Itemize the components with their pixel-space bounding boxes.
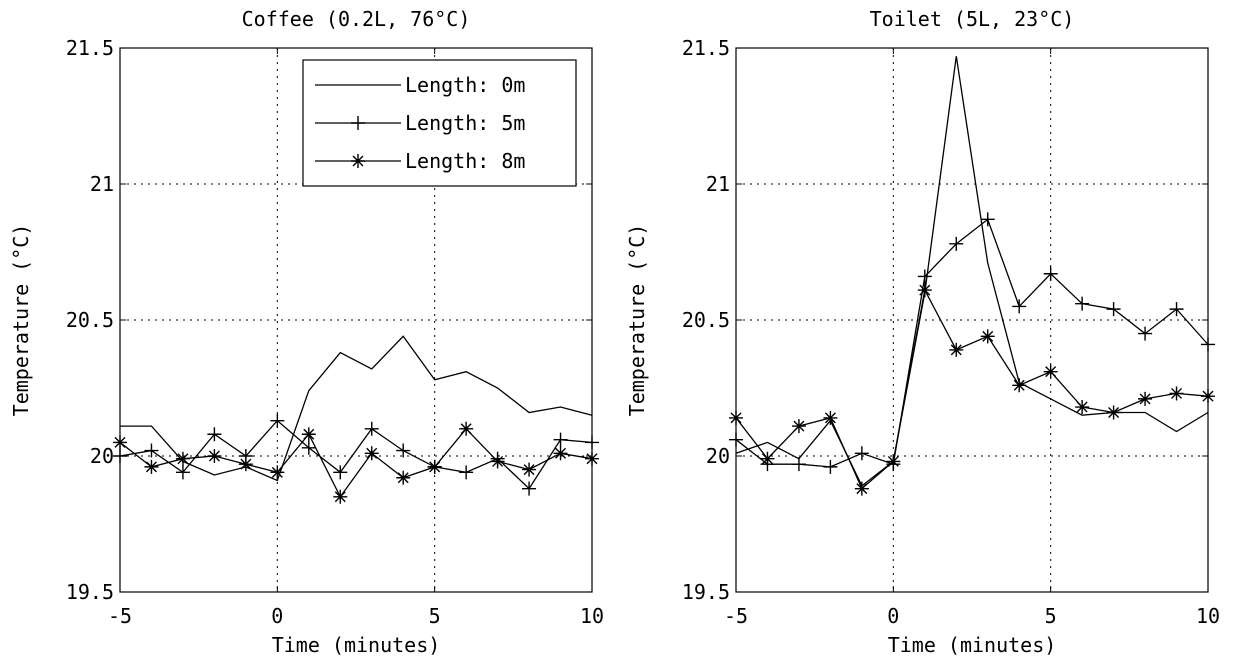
x-axis-label: Time (minutes) xyxy=(272,633,441,657)
x-tick-label: 0 xyxy=(887,604,899,628)
data-point-star xyxy=(270,465,285,480)
y-tick-label: 20.5 xyxy=(682,308,730,332)
legend-marker-plus xyxy=(351,116,365,130)
x-tick-label: 5 xyxy=(429,604,441,628)
x-tick-label: -5 xyxy=(108,604,132,628)
y-tick-labels: 19.5 20 20.5 21 21.5 xyxy=(682,36,1208,604)
y-tick-labels: 19.5 20 20.5 21 21.5 xyxy=(66,36,592,604)
legend-label: Length: 5m xyxy=(405,111,525,135)
data-point-plus xyxy=(522,481,537,496)
data-point-star xyxy=(1106,405,1121,420)
x-axis-label: Time (minutes) xyxy=(888,633,1057,657)
data-point-plus xyxy=(1169,302,1184,317)
series-line-length-8m xyxy=(735,288,1209,490)
data-point-plus xyxy=(175,465,190,480)
y-tick-label: 20 xyxy=(90,444,114,468)
grid-lines xyxy=(736,48,1208,592)
data-point-star xyxy=(459,421,474,436)
series-lines xyxy=(119,335,593,499)
data-point-star xyxy=(791,419,806,434)
data-point-plus xyxy=(459,465,474,480)
data-point-star xyxy=(238,457,253,472)
data-point-plus xyxy=(949,236,964,251)
data-point-star xyxy=(854,481,869,496)
data-point-star xyxy=(490,454,505,469)
y-axis-label: Temperature (°C) xyxy=(625,224,649,417)
chart-title: Coffee (0.2L, 76°C) xyxy=(242,7,471,31)
data-point-plus xyxy=(270,413,285,428)
data-point-star xyxy=(207,449,222,463)
series-line-length-5m xyxy=(119,419,593,490)
data-point-star xyxy=(980,329,995,344)
y-tick-label: 21 xyxy=(90,172,114,196)
data-point-star xyxy=(333,489,348,504)
data-point-star xyxy=(364,446,379,461)
data-point-plus xyxy=(553,432,568,447)
legend-label: Length: 8m xyxy=(405,149,525,173)
y-tick-label: 20.5 xyxy=(66,308,114,332)
data-point-star xyxy=(396,470,411,485)
series-line-length-8m xyxy=(119,427,593,499)
y-tick-label: 21.5 xyxy=(66,36,114,60)
data-point-star xyxy=(175,451,190,466)
data-point-star xyxy=(301,427,316,442)
series-lines xyxy=(735,56,1209,490)
data-point-plus xyxy=(301,440,316,455)
series-markers xyxy=(113,413,599,504)
toilet-panel: Toilet (5L, 23°C) Time (minutes) Tempera… xyxy=(625,7,1220,657)
data-point-plus xyxy=(144,443,159,458)
x-tick-labels: -5 0 5 10 xyxy=(724,48,1220,628)
data-point-star xyxy=(1169,386,1184,401)
x-tick-label: 5 xyxy=(1045,604,1057,628)
y-tick-label: 20 xyxy=(706,444,730,468)
x-tick-label: 10 xyxy=(580,604,604,628)
data-point-star xyxy=(949,342,964,357)
data-point-plus xyxy=(207,427,222,442)
y-tick-label: 21.5 xyxy=(682,36,730,60)
data-point-plus xyxy=(1043,266,1058,281)
chart-title: Toilet (5L, 23°C) xyxy=(870,7,1075,31)
data-point-plus xyxy=(1012,299,1027,314)
x-tick-label: -5 xyxy=(724,604,748,628)
data-point-star xyxy=(917,283,932,298)
x-tick-label: 0 xyxy=(271,604,283,628)
data-point-plus xyxy=(854,446,869,461)
series-line-length-0m xyxy=(120,335,593,482)
data-point-plus xyxy=(823,459,838,474)
legend-marker-star xyxy=(351,154,365,168)
legend: Length: 0m Length: 5m Length: 8m xyxy=(302,59,577,187)
data-point-star xyxy=(760,451,775,466)
data-point-star xyxy=(427,459,442,474)
data-point-star xyxy=(886,454,901,469)
x-tick-labels: -5 0 5 10 xyxy=(108,48,604,628)
data-point-plus xyxy=(1106,302,1121,317)
data-point-plus xyxy=(364,421,379,436)
y-tick-label: 19.5 xyxy=(682,580,730,604)
data-point-plus xyxy=(980,212,995,227)
data-point-star xyxy=(823,410,838,425)
data-point-plus xyxy=(1075,296,1090,311)
data-point-star xyxy=(1138,391,1153,406)
y-axis-label: Temperature (°C) xyxy=(9,224,33,417)
y-tick-label: 21 xyxy=(706,172,730,196)
data-point-plus xyxy=(1138,326,1153,341)
data-point-plus xyxy=(791,457,806,472)
data-point-plus xyxy=(333,465,348,480)
data-point-plus xyxy=(917,269,932,284)
data-point-plus xyxy=(396,443,411,458)
data-point-star xyxy=(522,462,537,477)
legend-label: Length: 0m xyxy=(405,73,525,97)
data-point-star xyxy=(1012,378,1027,393)
x-tick-label: 10 xyxy=(1196,604,1220,628)
data-point-star xyxy=(553,446,568,461)
coffee-panel: Coffee (0.2L, 76°C) Time (minutes) Tempe… xyxy=(9,7,604,657)
data-point-star xyxy=(1043,364,1058,379)
data-point-star xyxy=(1075,400,1090,415)
y-tick-label: 19.5 xyxy=(66,580,114,604)
series-line-length-0m xyxy=(735,56,1209,487)
series-markers xyxy=(729,212,1215,496)
series-line-length-5m xyxy=(735,218,1209,468)
data-point-star xyxy=(144,459,159,474)
